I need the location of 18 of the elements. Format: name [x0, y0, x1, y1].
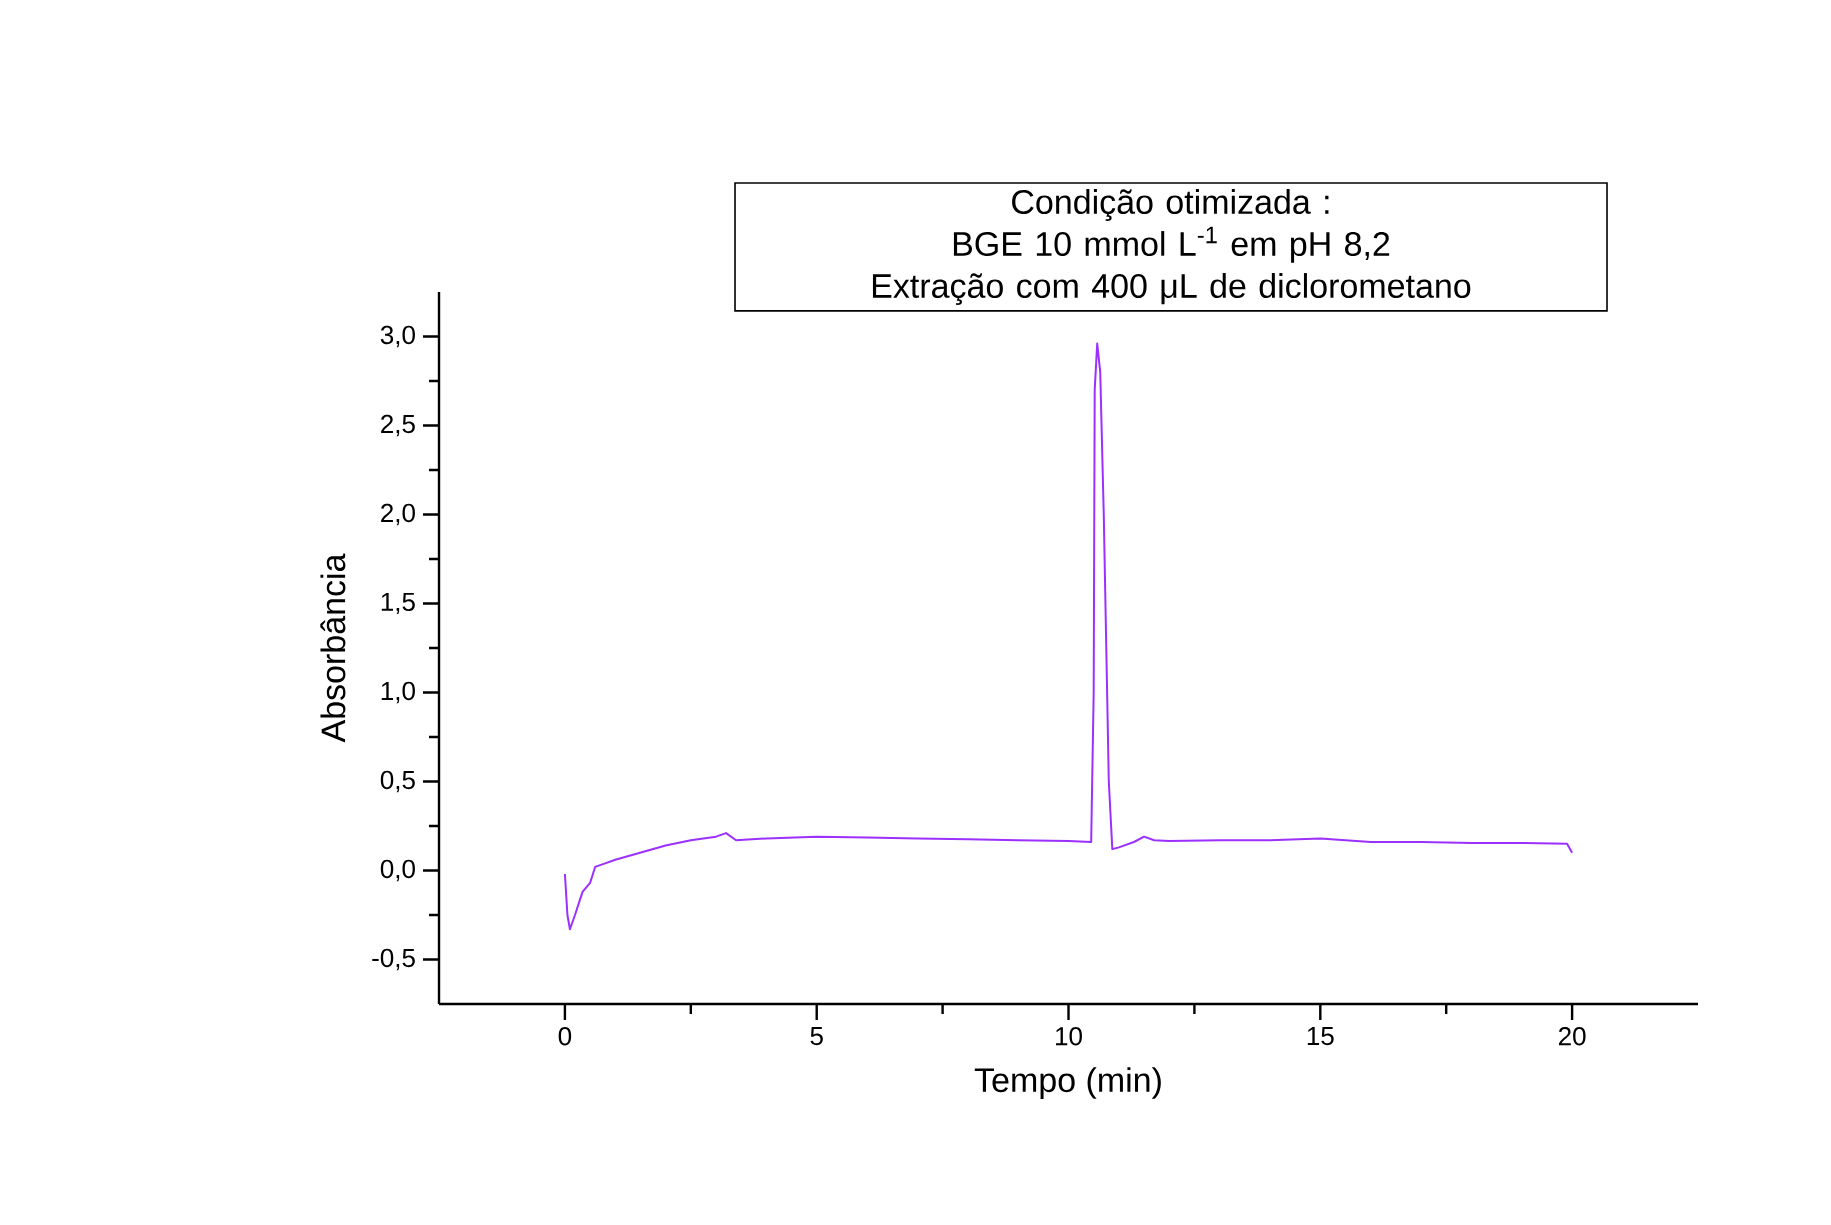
text: Condição otimizada :	[1012, 189, 1329, 221]
y-tick-label: 3,0	[380, 325, 415, 348]
y-tick-label: 1,5	[381, 592, 415, 615]
x-tick-label: 20	[1558, 1027, 1586, 1046]
x-tick-label: 10	[1056, 1027, 1082, 1046]
y-tick-label: 0,5	[380, 770, 415, 793]
x-axis-title: Tempo (min)	[974, 1067, 1161, 1099]
y-tick-label: -0,5	[372, 948, 415, 971]
annotation: Extração com 400 μL de diclorometano	[872, 273, 1471, 305]
y-tick-label: 2,5	[381, 414, 415, 437]
y-tick-label: 1,0	[381, 681, 415, 704]
y-tick-label: 0,0	[380, 859, 415, 882]
x-tick-label: 5	[810, 1027, 823, 1046]
x-tick-label: 0	[558, 1027, 572, 1046]
y-tick-label: 2,0	[381, 503, 415, 526]
text: BGE 10 mmol L$^{-1}$ em pH 8,2	[953, 226, 1390, 263]
y-axis-title: Absorbância	[320, 553, 346, 743]
x-tick-label: 15	[1307, 1027, 1334, 1046]
